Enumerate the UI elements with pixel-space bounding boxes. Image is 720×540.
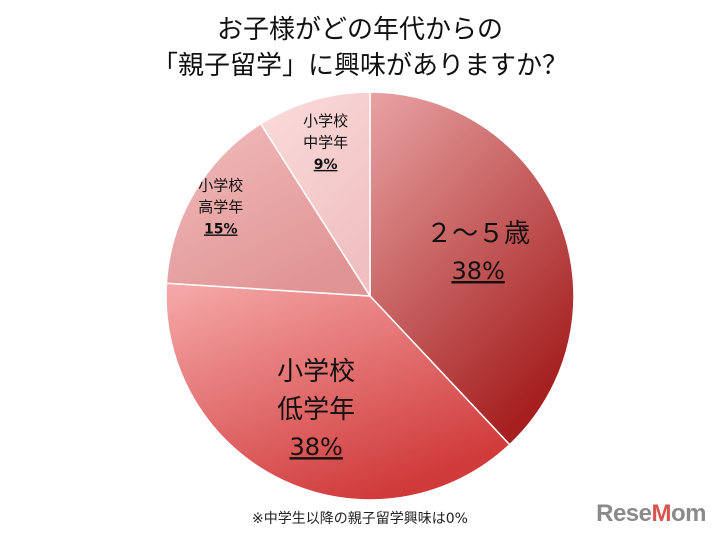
title-line-2: 「親子留学」に興味がありますか？	[151, 51, 568, 81]
slice-value-label-2: 15%	[204, 221, 238, 237]
chart-title: お子様がどの年代からの 「親子留学」に興味がありますか？	[0, 12, 720, 84]
slice-category-label-3: 中学年	[303, 134, 348, 152]
resemom-logo: ReseMom	[596, 500, 706, 527]
slice-category-label-3: 小学校	[303, 112, 348, 130]
pie-slice-1	[165, 282, 511, 501]
pie-slice-0	[369, 91, 575, 446]
slice-category-label-1: 低学年	[277, 395, 355, 425]
footnote: ※中学生以降の親子留学興味は0%	[252, 511, 468, 527]
slice-category-label-0: ２～５歳	[426, 219, 530, 249]
slice-category-label-2: 小学校	[198, 176, 243, 194]
pie-slices	[165, 91, 575, 501]
slice-category-label-1: 小学校	[277, 357, 355, 387]
pie-slice-3	[259, 91, 371, 299]
pie-slice-2	[165, 122, 372, 297]
title-line-1: お子様がどの年代からの	[216, 15, 503, 45]
slice-value-label-1: 38%	[289, 433, 342, 461]
slice-value-label-3: 9%	[314, 157, 338, 173]
slice-category-label-2: 高学年	[198, 198, 243, 216]
slice-value-label-0: 38%	[451, 257, 504, 285]
